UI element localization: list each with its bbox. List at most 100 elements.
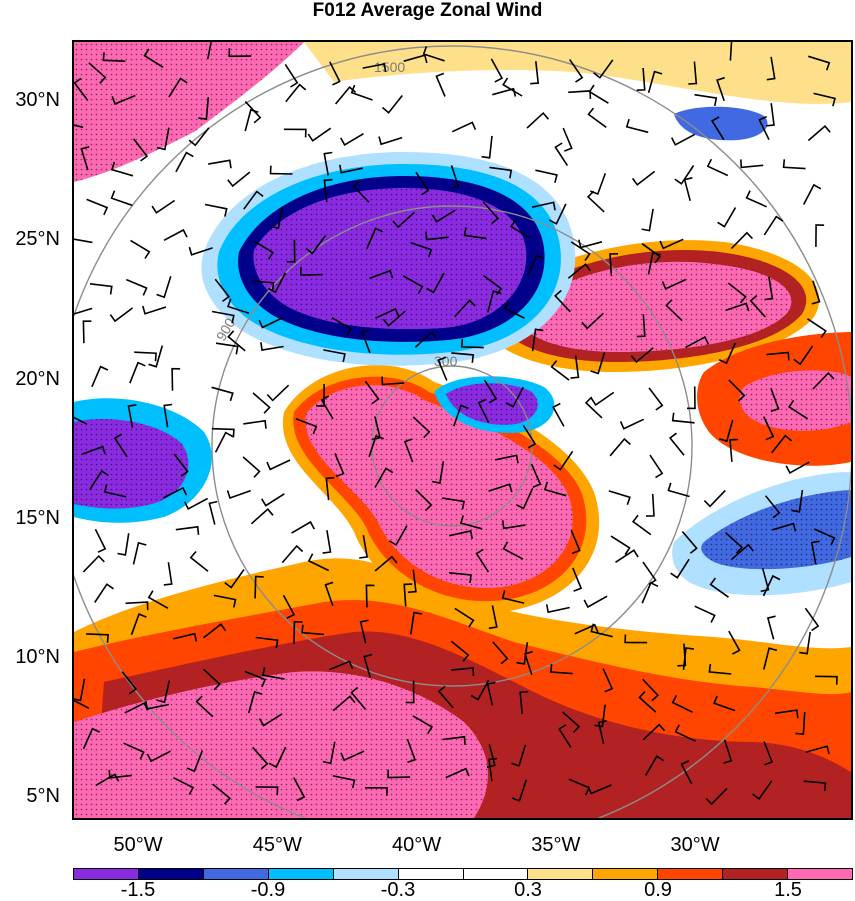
wind-barb [636, 67, 646, 91]
wind-barb [251, 280, 275, 291]
wind-barb [581, 312, 604, 330]
wind-barb [412, 416, 431, 439]
ring-label-1500: 1500 [374, 59, 405, 75]
wind-barb [813, 528, 836, 546]
wind-barb [803, 780, 827, 792]
wind-barb [570, 529, 581, 555]
wind-barb [590, 352, 606, 375]
wind-barbs [74, 42, 838, 806]
wind-barb [425, 231, 449, 241]
wind-barb [584, 396, 603, 419]
y-tick-label: 15°N [15, 506, 60, 529]
colorbar-label: -0.3 [380, 879, 416, 901]
wind-barb [459, 515, 483, 530]
wind-barb [567, 263, 591, 279]
wind-barb [489, 166, 513, 179]
wind-barb [175, 525, 200, 535]
wind-barb [130, 239, 151, 259]
wind-barb [130, 613, 147, 636]
wind-barb [127, 404, 137, 428]
wind-barb [725, 532, 744, 554]
wind-barb [134, 351, 157, 362]
wind-barb [731, 543, 755, 560]
wind-barb [488, 483, 513, 493]
wind-barb [387, 769, 411, 779]
wind-barb [709, 577, 729, 598]
plot-title: F012 Average Zonal Wind [312, 0, 543, 21]
wind-barb [227, 330, 246, 352]
wind-barb [369, 269, 394, 280]
wind-barb [661, 278, 686, 290]
y-tick-label: 5°N [26, 784, 60, 807]
wind-barb [727, 282, 747, 304]
wind-barb [597, 720, 607, 745]
wind-barb [415, 488, 433, 512]
wind-barb [723, 739, 733, 764]
wind-barb [350, 84, 373, 101]
wind-barb [74, 678, 86, 702]
wind-barb [494, 454, 519, 464]
wind-barb [694, 93, 718, 107]
wind-barb [609, 253, 619, 277]
wind-barb [392, 211, 415, 229]
wind-barb [570, 241, 591, 262]
wind-barb [323, 349, 346, 362]
wind-barb [763, 741, 774, 766]
wind-barb [659, 238, 684, 250]
wind-barb [173, 632, 198, 642]
wind-barb [615, 549, 639, 563]
wind-barb [381, 95, 403, 114]
colorbar-segment [333, 869, 399, 879]
x-tick-label: 40°W [391, 834, 442, 856]
wind-barb [117, 533, 130, 556]
wind-barb [451, 352, 475, 363]
wind-barb [593, 59, 614, 79]
wind-barb [156, 680, 171, 704]
wind-barb [226, 298, 250, 314]
wind-barb [519, 690, 529, 715]
wind-barb [374, 467, 394, 488]
wind-barb [202, 668, 221, 691]
wind-barb [812, 371, 835, 390]
wind-barb [574, 623, 599, 635]
wind-barb [764, 495, 781, 519]
wind-barb [293, 620, 303, 644]
wind-barb [254, 575, 264, 599]
colorbar-segment [528, 869, 594, 879]
colorbar-segment [593, 869, 659, 879]
wind-barb [708, 663, 732, 675]
wind-barb [80, 146, 90, 171]
wind-barb [361, 328, 371, 354]
wind-barb [283, 128, 307, 138]
wind-barb [552, 402, 565, 427]
wind-barb [625, 118, 649, 134]
wind-barb [143, 48, 164, 68]
wind-barb [740, 159, 764, 169]
wind-barb [74, 307, 93, 315]
wind-barb [511, 744, 527, 767]
wind-barb [91, 365, 109, 388]
wind-barb [516, 641, 529, 665]
wind-barb [405, 680, 415, 704]
wind-barb [670, 558, 690, 579]
wind-barb [694, 605, 716, 623]
wind-barb [647, 70, 663, 94]
wind-barb [770, 387, 780, 413]
wind-barb [211, 427, 235, 438]
wind-barb [292, 777, 306, 802]
wind-barb [148, 345, 164, 368]
wind-barb [86, 633, 109, 643]
wind-barb [142, 305, 167, 315]
wind-barb [442, 497, 465, 510]
wind-barb [214, 278, 231, 303]
wind-barb [729, 438, 739, 462]
wind-barb [511, 779, 528, 802]
wind-barb [588, 84, 609, 104]
wind-barb [307, 553, 330, 572]
wind-barb [799, 631, 811, 655]
wind-barb [488, 757, 498, 782]
wind-barb [608, 490, 631, 506]
map-panel[interactable]: 300 900 1500 [72, 40, 853, 820]
wind-barb [82, 727, 101, 750]
wind-barb [269, 165, 293, 175]
